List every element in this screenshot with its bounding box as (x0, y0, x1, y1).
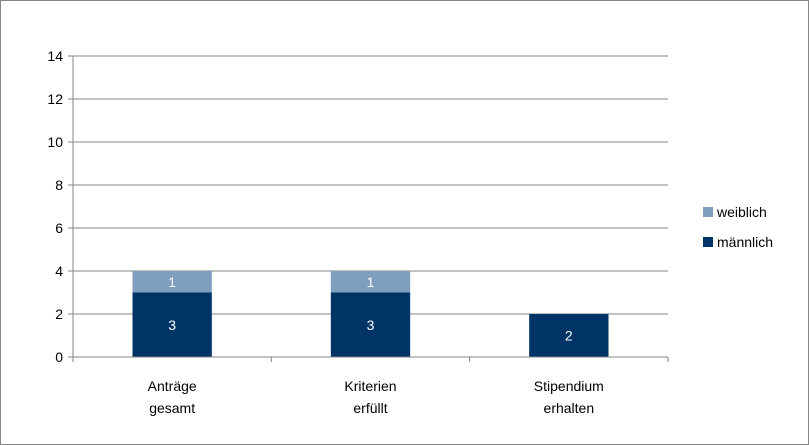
y-tick-label: 0 (55, 349, 63, 365)
bar-segment (330, 271, 411, 293)
data-label: 3 (367, 317, 375, 333)
y-tick-label: 2 (55, 306, 63, 322)
legend-label: weiblich (716, 204, 767, 220)
y-tick-label: 8 (55, 177, 63, 193)
data-label: 1 (168, 274, 176, 290)
bar-segment (132, 292, 212, 357)
y-tick-label: 4 (55, 263, 63, 279)
legend-label: männlich (717, 234, 773, 250)
legend: weiblich männlich (703, 204, 773, 250)
data-label: 3 (168, 317, 176, 333)
y-tick-label: 6 (55, 220, 63, 236)
labels: 0 2 4 6 8 10 12 14 3 1 Anträge gesamt 3 1 Kriterien erf… (47, 48, 603, 416)
y-tick-label: 14 (47, 48, 63, 64)
category-label: Stipendium erhalten (534, 378, 604, 416)
category-label: Kriterien erfüllt (344, 378, 396, 416)
legend-swatch (703, 237, 713, 247)
axes (68, 55, 669, 362)
category-label: Anträge gesamt (148, 378, 197, 416)
bars (132, 271, 609, 357)
data-label: 1 (367, 274, 375, 290)
y-tick-label: 10 (47, 134, 63, 150)
bar-segment (330, 292, 411, 357)
legend-swatch (703, 207, 713, 217)
bar-segment (529, 314, 609, 357)
y-tick-label: 12 (47, 91, 63, 107)
bar-segment (132, 271, 212, 293)
data-label: 2 (565, 328, 573, 344)
